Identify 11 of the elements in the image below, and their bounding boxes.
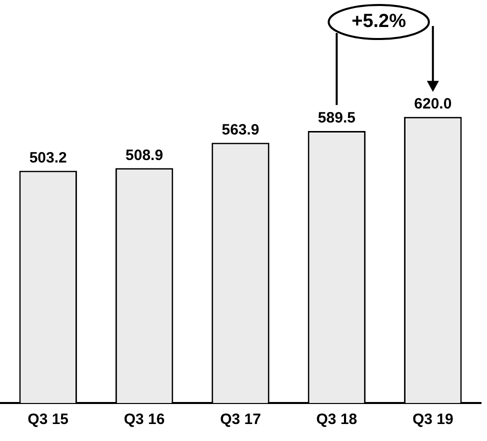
text: +5.2% <box>352 11 406 32</box>
x-tick-label: Q3 18 <box>316 411 358 428</box>
x-tick-label: Q3 16 <box>124 411 165 428</box>
data-label: 589.5 <box>318 110 356 127</box>
x-tick-label: Q3 17 <box>220 411 261 428</box>
data-label: 620.0 <box>414 96 452 113</box>
data-label: 508.9 <box>126 146 164 164</box>
x-tick-label: Q3 15 <box>28 411 69 428</box>
x-tick-label: Q3 19 <box>412 411 454 428</box>
data-label: 563.9 <box>222 121 260 138</box>
data-label: 503.2 <box>29 149 67 166</box>
